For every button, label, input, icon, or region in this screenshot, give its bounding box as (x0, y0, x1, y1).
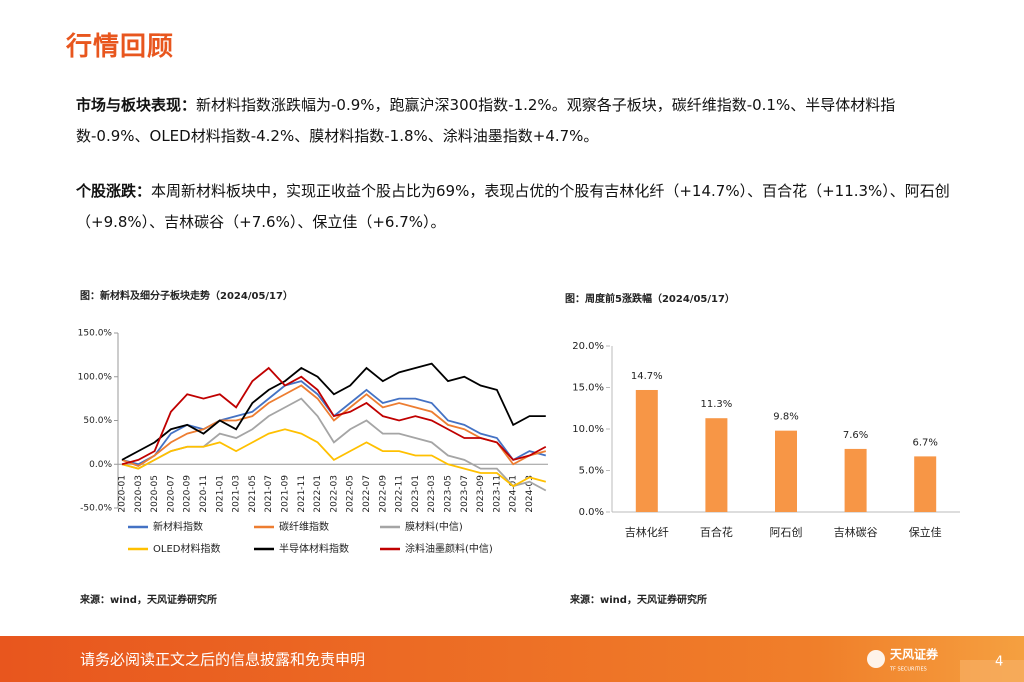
x-tick-label: 2023-11 (492, 475, 502, 513)
y-tick-label: 150.0% (78, 329, 113, 339)
bar (705, 418, 728, 512)
paragraph-lead: 个股涨跌： (76, 182, 152, 200)
series-line (121, 362, 546, 461)
y-tick-label: 15.0% (572, 383, 604, 394)
x-tick-label: 2023-05 (444, 475, 454, 513)
paragraph-text: 新材料指数涨跌幅为-0.9%，跑赢沪深300指数-1.2%。观察各子板块，碳纤维… (76, 96, 896, 145)
series-line (121, 384, 547, 468)
paragraph-lead: 市场与板块表现： (76, 96, 197, 114)
x-tick-label: 2024-03 (525, 475, 535, 513)
y-tick-label: 5.0% (579, 466, 604, 477)
legend-label: 碳纤维指数 (279, 520, 329, 533)
page-number: 4 (995, 655, 1003, 670)
x-tick-label: 2020-03 (134, 475, 144, 513)
x-tick-label: 2020-09 (183, 475, 193, 513)
x-tick-label: 2021-11 (297, 475, 307, 513)
chart-title: 图：周度前5涨跌幅（2024/05/17） (565, 292, 735, 305)
data-label: 7.6% (843, 430, 868, 441)
data-label: 11.3% (701, 399, 733, 410)
x-tick-label: 2021-09 (281, 475, 291, 513)
x-tick-label: 2021-03 (232, 475, 242, 513)
y-tick-label: 100.0% (78, 372, 113, 382)
bar (844, 448, 867, 512)
footer-accent (960, 660, 1024, 682)
legend-label: 新材料指数 (153, 520, 203, 533)
x-tick-label: 2020-05 (150, 475, 160, 513)
legend-label: 半导体材料指数 (279, 542, 349, 555)
x-tick-label: 2022-11 (395, 475, 405, 513)
x-tick-label: 2023-09 (476, 475, 486, 513)
y-tick-label: 0.0% (89, 460, 112, 470)
x-tick-label: 2022-05 (346, 475, 356, 513)
paragraph: 市场与板块表现：新材料指数涨跌幅为-0.9%，跑赢沪深300指数-1.2%。观察… (76, 90, 966, 152)
y-tick-label: -50.0% (80, 504, 112, 514)
legend-label: 涂料油墨颜料(中信) (405, 542, 493, 555)
x-tick-label: 2020-07 (166, 475, 176, 513)
footer-disclaimer: 请务必阅读正文之后的信息披露和免责申明 (80, 651, 365, 669)
data-label: 14.7% (631, 371, 663, 382)
x-tick-label: 百合花 (700, 525, 733, 539)
series-line (121, 366, 547, 466)
x-tick-label: 2023-01 (411, 475, 421, 513)
logo-text: 天风证券 (890, 647, 939, 662)
bar (775, 430, 797, 512)
x-tick-label: 2024-01 (509, 475, 519, 513)
x-tick-label: 2022-07 (362, 475, 372, 513)
chart-source: 来源：wind，天风证券研究所 (569, 593, 707, 606)
x-tick-label: 2022-09 (378, 475, 388, 513)
logo-icon (867, 650, 885, 668)
y-tick-label: 10.0% (572, 424, 604, 435)
bar (635, 389, 658, 512)
x-tick-label: 2020-11 (199, 475, 209, 513)
y-tick-label: 20.0% (572, 341, 604, 352)
logo-subtext: TF SECURITIES (889, 667, 927, 673)
x-tick-label: 2020-01 (118, 475, 128, 513)
bar (914, 456, 937, 512)
series-line (121, 428, 547, 488)
footer-band (0, 636, 1024, 682)
chart-title: 图：新材料及细分子板块走势（2024/05/17） (80, 289, 293, 302)
x-tick-label: 阿石创 (770, 526, 803, 539)
x-tick-label: 2023-03 (427, 475, 437, 513)
x-tick-label: 2021-01 (215, 475, 225, 513)
paragraph-text: 本周新材料板块中，实现正收益个股占比为69%，表现占优的个股有吉林化纤（+14.… (76, 182, 950, 231)
data-label: 6.7% (912, 437, 937, 448)
page-title: 行情回顾 (66, 32, 175, 62)
y-tick-label: 0.0% (579, 507, 604, 518)
x-tick-label: 2023-07 (460, 475, 470, 513)
chart-source: 来源：wind，天风证券研究所 (79, 593, 217, 606)
data-label: 9.8% (773, 412, 798, 423)
x-tick-label: 保立佳 (909, 525, 942, 539)
x-tick-label: 2022-03 (329, 475, 339, 513)
paragraph: 个股涨跌：本周新材料板块中，实现正收益个股占比为69%，表现占优的个股有吉林化纤… (76, 176, 966, 238)
x-tick-label: 2021-05 (248, 475, 258, 513)
legend-label: OLED材料指数 (153, 542, 220, 555)
x-tick-label: 吉林碳谷 (834, 525, 878, 539)
y-tick-label: 50.0% (83, 416, 112, 426)
legend-label: 膜材料(中信) (405, 520, 463, 533)
x-tick-label: 吉林化纤 (625, 525, 669, 539)
x-tick-label: 2022-01 (313, 475, 323, 513)
x-tick-label: 2021-07 (264, 475, 274, 513)
